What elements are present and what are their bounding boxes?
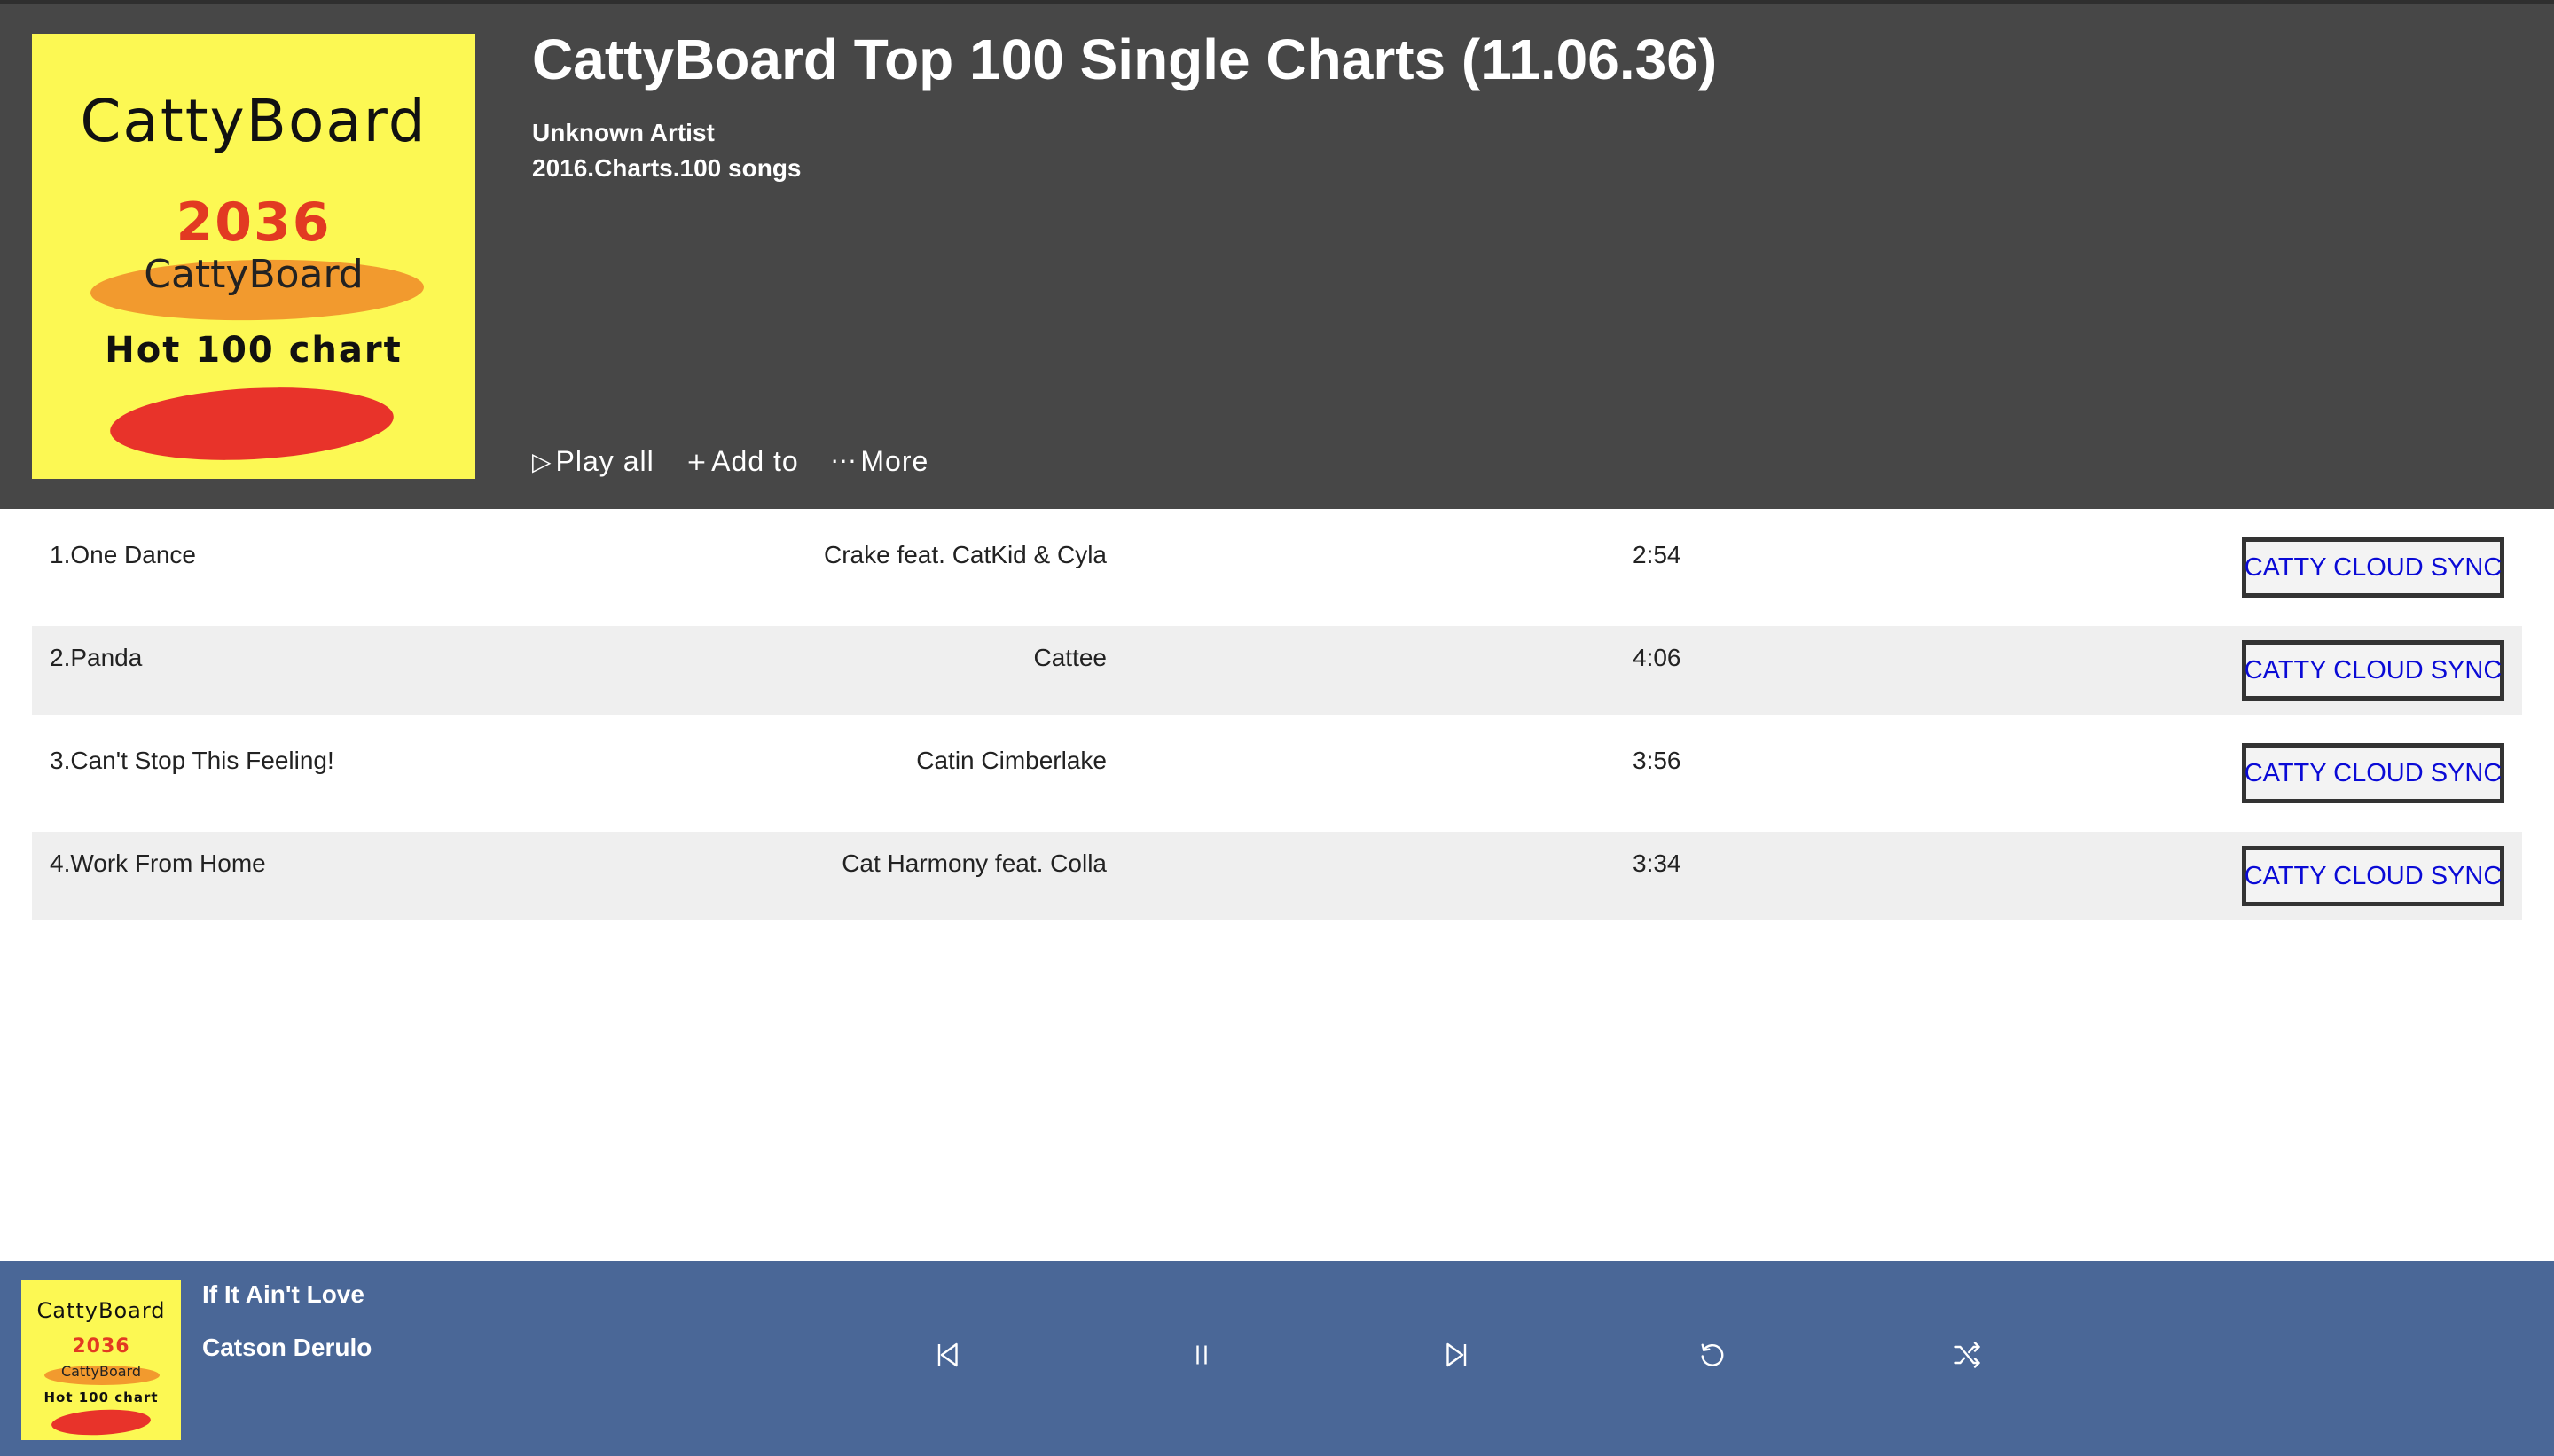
track-artist: Cattee	[1033, 644, 1108, 671]
track-row[interactable]: 1.One Dance Crake feat. CatKid & Cyla 2:…	[32, 523, 2522, 612]
cover-year-text: 2036	[72, 1335, 130, 1358]
repeat-icon	[1701, 1343, 1724, 1366]
play-outline-icon: ▷	[532, 447, 552, 476]
cover-tagline-text: Hot 100 chart	[43, 1389, 159, 1405]
catty-cloud-sync-button[interactable]: CATTY CLOUD SYNC	[2242, 743, 2504, 803]
shuffle-icon	[1954, 1342, 1980, 1368]
track-duration: 4:06	[1633, 644, 1681, 671]
ellipsis-icon: ···	[830, 447, 858, 476]
track-title: 3.Can't Stop This Feeling!	[50, 747, 334, 774]
track-duration: 3:34	[1633, 849, 1681, 877]
cover-brand-text: CattyBoard	[80, 87, 427, 155]
album-artist[interactable]: Unknown Artist	[532, 119, 715, 146]
track-row[interactable]: 3.Can't Stop This Feeling! Catin Cimberl…	[32, 729, 2522, 818]
plus-icon: +	[686, 447, 709, 476]
catty-cloud-sync-button[interactable]: CATTY CLOUD SYNC	[2242, 640, 2504, 701]
pause-icon	[1196, 1345, 1207, 1365]
cover-year-text: 2036	[176, 192, 332, 254]
previous-icon	[937, 1342, 958, 1367]
track-artist: Catin Cimberlake	[916, 747, 1107, 774]
now-playing-artist: Catson Derulo	[202, 1334, 372, 1361]
album-actions: ▷ Play all + Add to ··· More	[532, 445, 928, 478]
shuffle-button[interactable]	[1942, 1330, 1992, 1380]
track-duration: 2:54	[1633, 541, 1681, 568]
track-duration: 3:56	[1633, 747, 1681, 774]
add-to-label: Add to	[711, 445, 799, 477]
pause-button[interactable]	[1177, 1330, 1226, 1380]
player-bar: CattyBoard 2036 CattyBoard Hot 100 chart…	[0, 1261, 2554, 1456]
now-playing-cover-art[interactable]: CattyBoard 2036 CattyBoard Hot 100 chart	[21, 1280, 181, 1440]
cover-red-brush-stroke	[51, 1407, 152, 1437]
album-header: CattyBoard 2036 CattyBoard Hot 100 chart…	[0, 0, 2554, 509]
track-title: 2.Panda	[50, 644, 143, 671]
track-title: 4.Work From Home	[50, 849, 266, 877]
play-all-label: Play all	[555, 445, 654, 477]
cover-subtitle-text: CattyBoard	[60, 1363, 141, 1380]
cover-orange-brush-stroke	[44, 1366, 160, 1385]
track-row[interactable]: 4.Work From Home Cat Harmony feat. Colla…	[32, 832, 2522, 920]
cover-tagline-text: Hot 100 chart	[105, 330, 403, 371]
track-list: 1.One Dance Crake feat. CatKid & Cyla 2:…	[32, 523, 2522, 935]
track-title: 1.One Dance	[50, 541, 196, 568]
catty-cloud-sync-button[interactable]: CATTY CLOUD SYNC	[2242, 537, 2504, 598]
catty-cloud-sync-button[interactable]: CATTY CLOUD SYNC	[2242, 846, 2504, 906]
album-title: CattyBoard Top 100 Single Charts (11.06.…	[532, 27, 1718, 91]
now-playing-title: If It Ain't Love	[202, 1280, 364, 1308]
next-icon	[1446, 1342, 1467, 1367]
track-artist: Crake feat. CatKid & Cyla	[823, 541, 1107, 568]
more-label: More	[860, 445, 929, 477]
album-cover-art: CattyBoard 2036 CattyBoard Hot 100 chart	[32, 34, 475, 479]
repeat-button[interactable]	[1688, 1330, 1737, 1380]
next-button[interactable]	[1432, 1330, 1482, 1380]
cover-brand-text: CattyBoard	[36, 1298, 166, 1323]
more-button[interactable]: ··· More	[831, 445, 929, 478]
album-meta: 2016.Charts.100 songs	[532, 154, 802, 182]
track-row[interactable]: 2.Panda Cattee 4:06 CATTY CLOUD SYNC	[32, 626, 2522, 715]
cover-subtitle-text: CattyBoard	[144, 252, 364, 297]
add-to-button[interactable]: + Add to	[686, 445, 799, 478]
track-artist: Cat Harmony feat. Colla	[842, 849, 1107, 877]
previous-button[interactable]	[922, 1330, 972, 1380]
cover-red-brush-stroke	[108, 380, 396, 467]
play-all-button[interactable]: ▷ Play all	[532, 445, 654, 478]
